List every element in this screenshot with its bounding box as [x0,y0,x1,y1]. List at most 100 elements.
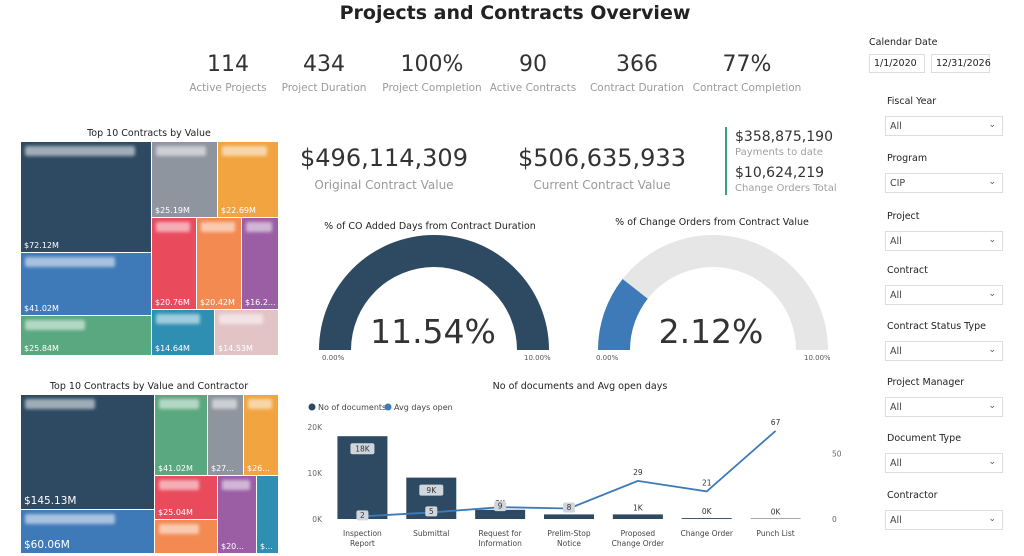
bar-label: 9K [426,486,437,495]
combo-chart-title: No of documents and Avg open days [492,381,668,392]
date-to-input[interactable]: 12/31/2026 [931,54,991,73]
gauge1-fill [319,235,549,350]
kpi-active-contracts-label: Active Contracts [489,82,577,94]
category-label: Notice [557,539,581,548]
treemap1-tile[interactable]: $25.84M [21,316,151,355]
category-label: Change Order [612,539,665,548]
bar[interactable] [681,518,732,519]
bar-label: 0K [771,508,782,517]
treemap1-tile[interactable]: $14.53M [215,310,278,355]
treemap1-tile[interactable]: $22.69M [218,142,278,217]
chevron-down-icon[interactable]: ⌄ [988,177,996,187]
current-contract-label: Current Contract Value [533,178,671,192]
treemap2-tile[interactable]: $41.02M [155,395,207,475]
y-right-tick: 50 [832,449,842,458]
gauge1-value: 11.54% [370,312,496,351]
legend-docs-marker [308,403,316,411]
gauge2-track [598,235,828,350]
chevron-down-icon[interactable]: ⌄ [988,345,996,355]
line-label: 9 [498,502,503,511]
bar-label: 18K [355,445,371,454]
gauge2-fill [598,278,648,350]
kpi-project-completion-value: 100% [400,52,464,77]
date-from-input[interactable]: 1/1/2020 [869,54,925,73]
slicer-dropdown[interactable]: All ⌄ [885,285,1003,305]
bar-label-bg [419,484,444,496]
treemap2-tile[interactable]: $60.06M [21,510,154,553]
treemap1-title: Top 10 Contracts by Value [87,128,211,139]
bar-label: 0K [702,507,713,516]
treemap2-tile[interactable]: $25.04M [155,476,217,519]
gauge2-max-label: 10.00% [804,354,830,362]
slicer-label: Document Type [887,433,962,444]
slicer-dropdown[interactable]: All ⌄ [885,510,1003,530]
slicer-dropdown[interactable]: All ⌄ [885,397,1003,417]
original-contract-value: $496,114,309 [300,144,468,172]
category-label: Punch List [756,529,794,538]
gauge1-max-label: 10.00% [524,354,551,362]
kpi-project-completion-label: Project Completion [382,82,482,94]
chevron-down-icon[interactable]: ⌄ [988,514,996,524]
treemap1-tile[interactable]: $20.42M [197,218,241,309]
bar[interactable] [544,514,594,519]
gauge2-value: 2.12% [659,312,764,351]
treemap1-tile[interactable]: $72.12M [21,142,151,252]
slicer-label: Fiscal Year [887,96,937,107]
treemap1-tile[interactable]: $16.2... [242,218,278,309]
category-label: Inspection [343,529,382,538]
slicer-value: All [890,290,902,301]
treemap1-tile[interactable]: $20.76M [152,218,196,309]
treemap1-tile[interactable]: $25.19M [152,142,217,217]
line-label: 8 [567,503,572,512]
bar-label-bg [350,443,375,455]
gauge2-min-label: 0.00% [596,354,619,362]
legend-avg-label: Avg days open [394,403,453,412]
slicer-value: CIP [890,178,906,189]
chevron-down-icon[interactable]: ⌄ [988,457,996,467]
y-left-tick: 10K [308,469,324,478]
line-label-bg [494,501,507,512]
kpi-contract-duration-value: 366 [616,52,658,77]
bar[interactable] [612,514,663,519]
treemap2-tile[interactable]: $26... [244,395,278,475]
category-label: Request for [479,529,523,538]
treemap1-tile[interactable]: $41.02M [21,253,151,315]
treemap2-tile[interactable]: $27... [208,395,243,475]
chevron-down-icon[interactable]: ⌄ [988,120,996,130]
chevron-down-icon[interactable]: ⌄ [988,289,996,299]
treemap1-tile[interactable]: $14.64M [152,310,214,355]
kpi-contract-duration-label: Contract Duration [589,82,685,94]
kpi-active-contracts-value: 90 [519,52,547,77]
slicer-value: All [890,236,902,247]
slicer-label: Contractor [887,490,938,501]
slicer-label: Project Manager [887,377,965,388]
slicer-dropdown[interactable]: All ⌄ [885,453,1003,473]
original-contract-label: Original Contract Value [314,178,454,192]
chevron-down-icon[interactable]: ⌄ [988,235,996,245]
slicer-dropdown[interactable]: All ⌄ [885,116,1003,136]
treemap2-tile[interactable] [155,520,217,553]
treemap2: $145.13M $60.06M $41.02M $27... $26... $… [21,395,278,553]
category-label: Information [478,539,522,548]
slicer-dropdown[interactable]: All ⌄ [885,341,1003,361]
slicer-value: All [890,121,902,132]
y-left-tick: 20K [308,423,324,432]
slicer-dropdown[interactable]: All ⌄ [885,231,1003,251]
line-label-bg [563,502,575,513]
chevron-down-icon[interactable]: ⌄ [988,401,996,411]
slicer-dropdown[interactable]: CIP ⌄ [885,173,1003,193]
treemap2-tile[interactable]: $145.13M [21,395,154,509]
kpi-contract-completion-label: Contract Completion [692,82,802,94]
payments-to-date-label: Payments to date [735,147,823,158]
line-label: 5 [429,507,434,516]
gauge2: 2.12% 0.00% 10.00% [596,235,830,362]
slicer-label: Contract [887,265,928,276]
treemap2-tile[interactable]: $20... [218,476,256,553]
slicer-label: Contract Status Type [887,321,986,332]
slicer-value: All [890,458,902,469]
line-label: 21 [702,478,712,487]
treemap2-tile[interactable]: $... [257,476,278,553]
payments-accent-bar [725,127,727,195]
bar[interactable] [475,509,526,519]
treemap1: $72.12M $41.02M $25.84M $25.19M $22.69M … [21,142,278,355]
